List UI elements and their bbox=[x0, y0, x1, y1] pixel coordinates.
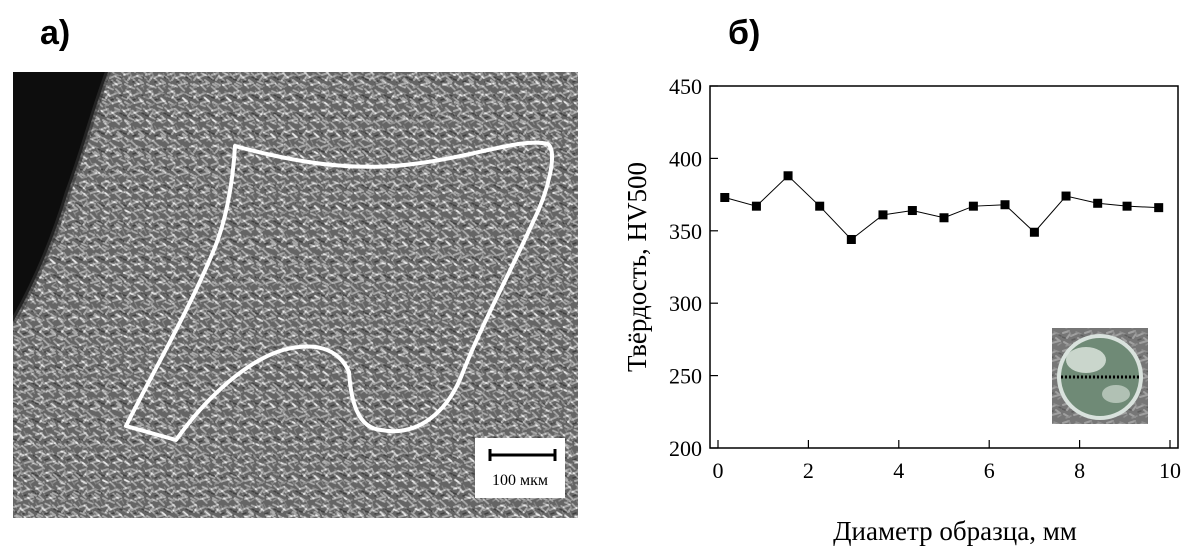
data-point bbox=[1000, 200, 1010, 210]
x-tick-label: 10 bbox=[1159, 458, 1181, 483]
hardness-chart: 200 250 300 350 400 450 0 2 4 6 8 10 Диаметр образ… bbox=[622, 74, 1181, 546]
y-axis-title: Твёрдость, HV500 bbox=[622, 162, 652, 372]
data-point bbox=[720, 192, 730, 202]
micrograph-image: 100 мкм bbox=[13, 72, 578, 518]
y-tick-label: 250 bbox=[669, 364, 702, 389]
data-point bbox=[1029, 227, 1039, 237]
data-point bbox=[1122, 201, 1132, 211]
y-tick-label: 400 bbox=[669, 146, 702, 171]
x-tick-label: 8 bbox=[1074, 458, 1085, 483]
data-point bbox=[846, 234, 856, 244]
panel-a-label: а) bbox=[40, 14, 71, 52]
data-point bbox=[878, 210, 888, 220]
x-axis-title: Диаметр образца, мм bbox=[833, 516, 1077, 546]
x-axis-ticks: 0 2 4 6 8 10 bbox=[713, 440, 1181, 483]
x-tick-label: 2 bbox=[803, 458, 814, 483]
plot-frame bbox=[709, 85, 1179, 449]
data-point bbox=[968, 201, 978, 211]
data-point bbox=[815, 201, 825, 211]
data-point bbox=[907, 206, 917, 216]
region-outline bbox=[124, 140, 555, 442]
data-point bbox=[751, 201, 761, 211]
x-tick-label: 0 bbox=[713, 458, 724, 483]
data-point bbox=[1093, 198, 1103, 208]
scale-bar: 100 мкм bbox=[475, 438, 565, 498]
inset-photo bbox=[1052, 328, 1148, 424]
y-tick-label: 300 bbox=[669, 291, 702, 316]
data-point bbox=[939, 213, 949, 223]
data-point bbox=[1154, 203, 1164, 213]
scale-bar-label: 100 мкм bbox=[492, 472, 548, 489]
series-markers bbox=[720, 171, 1164, 244]
y-axis-ticks: 200 250 300 350 400 450 bbox=[669, 74, 718, 461]
y-tick-label: 350 bbox=[669, 219, 702, 244]
x-tick-label: 4 bbox=[893, 458, 904, 483]
y-tick-label: 450 bbox=[669, 74, 702, 99]
y-tick-label: 200 bbox=[669, 436, 702, 461]
data-point bbox=[783, 171, 793, 181]
x-tick-label: 6 bbox=[984, 458, 995, 483]
panel-b-label: б) bbox=[728, 14, 761, 52]
data-point bbox=[1061, 191, 1071, 201]
